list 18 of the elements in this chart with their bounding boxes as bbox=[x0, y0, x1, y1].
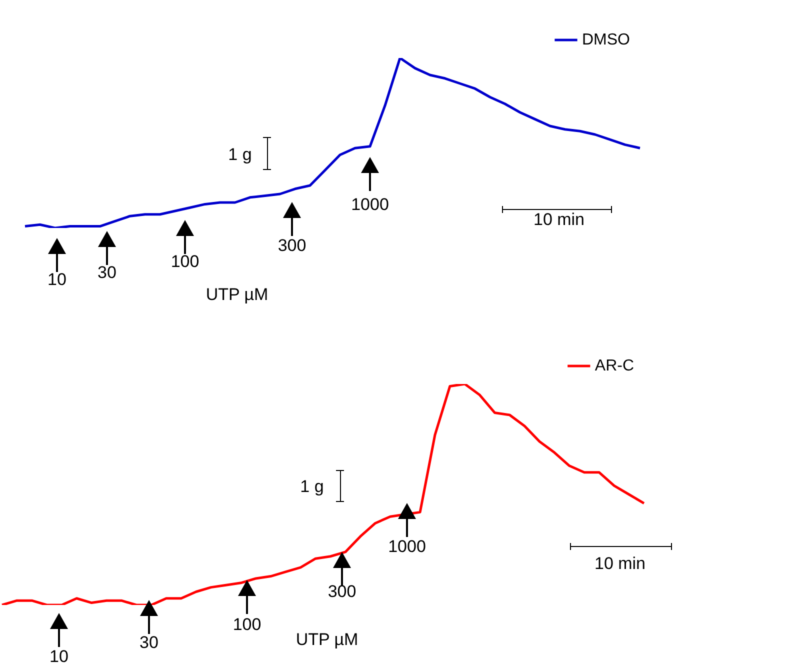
text: 30 bbox=[98, 263, 116, 283]
text: 10 bbox=[50, 647, 68, 667]
text: UTP µM bbox=[206, 285, 268, 305]
annotation: 10 min bbox=[533, 210, 585, 230]
text: 300 bbox=[278, 236, 306, 256]
legend-label: AR-C bbox=[594, 357, 634, 374]
annotation: 10 min bbox=[594, 554, 646, 574]
annotation: 1 g bbox=[228, 145, 252, 165]
annotation: 1000 bbox=[388, 537, 426, 557]
text: 10 bbox=[48, 270, 66, 290]
text: UTP µM bbox=[296, 630, 358, 650]
annotation: 1000 bbox=[351, 195, 389, 215]
text: 30 bbox=[140, 633, 158, 653]
legend-label: DMSO bbox=[582, 31, 630, 48]
annotation: 1 g bbox=[300, 477, 324, 497]
text: 100 bbox=[232, 615, 262, 635]
text: 100 bbox=[170, 252, 200, 272]
annotation: 300 bbox=[328, 582, 356, 602]
